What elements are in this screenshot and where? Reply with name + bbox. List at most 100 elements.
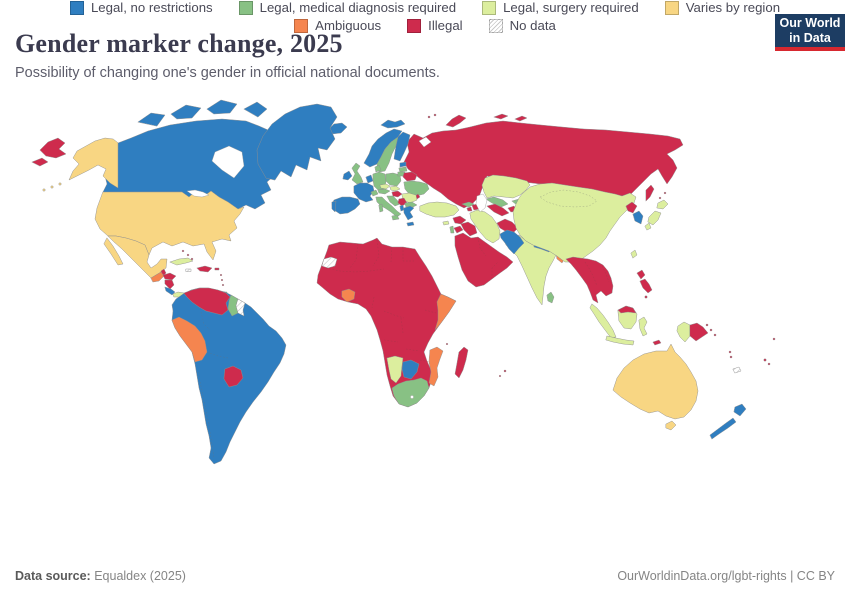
country-mexico[interactable] (107, 235, 168, 279)
country-japan-honshu[interactable] (647, 210, 662, 226)
country-indonesia-west-papua[interactable] (676, 321, 691, 343)
country-iran[interactable] (469, 209, 501, 244)
country-jordan[interactable] (453, 225, 464, 234)
country-bahamas-3[interactable] (190, 257, 194, 261)
country-afghanistan[interactable] (496, 218, 519, 235)
country-vanuatu-1[interactable] (728, 350, 732, 354)
country-north-korea[interactable] (625, 201, 638, 214)
country-russia-franz-josef2[interactable] (433, 113, 437, 117)
country-belarus[interactable] (402, 171, 418, 182)
country-austria[interactable] (377, 188, 391, 195)
country-cote-divoire[interactable] (341, 288, 356, 303)
country-switzerland[interactable] (370, 189, 379, 197)
country-namibia[interactable] (386, 355, 404, 384)
country-estonia[interactable] (399, 161, 407, 168)
country-botswana[interactable] (401, 359, 420, 380)
country-canada-arctic-4[interactable] (243, 101, 268, 118)
country-taiwan[interactable] (630, 249, 638, 259)
country-italy-sicily[interactable] (391, 214, 400, 221)
country-puerto-rico[interactable] (214, 267, 220, 271)
country-greece-crete[interactable] (406, 221, 415, 227)
country-western-sahara[interactable] (321, 256, 338, 269)
country-mozambique[interactable] (428, 346, 444, 387)
country-somalia[interactable] (434, 293, 457, 331)
country-usa-aleutians-2[interactable] (50, 185, 54, 189)
country-lesotho[interactable] (410, 395, 414, 399)
country-new-caledonia[interactable] (732, 366, 742, 374)
country-usa[interactable] (94, 190, 245, 261)
country-russia-kurils[interactable] (658, 196, 662, 200)
country-usa-aleutians-3[interactable] (42, 188, 46, 192)
country-china[interactable] (512, 182, 637, 263)
country-portugal[interactable] (331, 200, 337, 213)
country-suriname[interactable] (235, 298, 246, 317)
country-madagascar[interactable] (454, 346, 469, 379)
country-syria[interactable] (452, 215, 467, 225)
country-sri-lanka[interactable] (546, 291, 555, 304)
credit-link[interactable]: OurWorldinData.org/lgbt-rights | CC BY (617, 569, 835, 583)
country-antilles-3[interactable] (221, 283, 225, 287)
country-philippines-south[interactable] (639, 278, 653, 294)
country-cuba[interactable] (169, 257, 194, 266)
country-usa-aleutians-1[interactable] (58, 182, 62, 186)
country-canada-arctic-2[interactable] (170, 104, 202, 120)
country-papua-new-guinea[interactable] (689, 322, 709, 342)
country-new-zealand-south[interactable] (709, 417, 737, 440)
country-armenia[interactable] (466, 206, 473, 212)
country-russia-kurils2[interactable] (663, 191, 667, 195)
country-svalbard[interactable] (380, 119, 406, 129)
country-france[interactable] (353, 182, 375, 203)
country-denmark[interactable] (374, 164, 382, 173)
country-turkey[interactable] (419, 201, 460, 218)
country-mauritius[interactable] (503, 369, 507, 373)
country-iraq[interactable] (460, 221, 478, 237)
country-fiji-2[interactable] (767, 362, 771, 366)
country-hungary[interactable] (391, 190, 403, 198)
region-mainland-southeast-asia[interactable] (565, 256, 614, 304)
country-russia-franz-josef[interactable] (427, 115, 431, 119)
country-solomon-3[interactable] (713, 333, 717, 337)
country-united-kingdom[interactable] (351, 162, 364, 185)
country-russia-novaya-zemlya[interactable] (445, 114, 467, 128)
country-antilles-2[interactable] (220, 278, 224, 282)
country-usa-alaska[interactable] (68, 137, 119, 189)
country-kazakhstan[interactable] (481, 174, 531, 199)
legend-item-ambiguous[interactable]: Ambiguous (294, 18, 381, 33)
country-indonesia-java[interactable] (605, 335, 635, 346)
country-south-korea[interactable] (632, 210, 644, 225)
country-reunion[interactable] (498, 374, 502, 378)
country-vanuatu-2[interactable] (729, 355, 733, 359)
legend-item-nodata[interactable]: No data (488, 18, 556, 33)
country-canada-arctic-1[interactable] (137, 112, 166, 127)
country-poland[interactable] (385, 172, 402, 187)
country-philippines-mindanao[interactable] (644, 295, 648, 299)
country-netherlands-belgium[interactable] (365, 174, 374, 184)
country-peru[interactable] (171, 316, 208, 363)
country-czechia[interactable] (379, 183, 391, 190)
country-solomon-2[interactable] (709, 328, 713, 332)
legend-item-illegal[interactable]: Illegal (407, 18, 463, 33)
country-pakistan[interactable] (499, 229, 525, 255)
country-canada-arctic-3[interactable] (206, 99, 238, 115)
country-slovakia[interactable] (389, 185, 401, 192)
country-bahamas-2[interactable] (186, 253, 190, 257)
country-ireland[interactable] (342, 170, 353, 181)
country-mexico-baja[interactable] (103, 237, 124, 266)
country-new-zealand-north[interactable] (733, 403, 747, 417)
country-fiji-1[interactable] (763, 358, 767, 362)
legend-item-varies[interactable]: Varies by region (664, 0, 780, 15)
legend-item-surgery[interactable]: Legal, surgery required (482, 0, 639, 15)
country-australia-tasmania[interactable] (665, 420, 677, 431)
country-australia[interactable] (612, 343, 699, 420)
country-serbia[interactable] (397, 197, 408, 207)
country-indonesia-sumatra[interactable] (589, 303, 617, 339)
country-malaysia-borneo[interactable] (617, 305, 637, 314)
country-russia-chukotka-west[interactable] (39, 137, 67, 159)
country-antilles-1[interactable] (219, 273, 223, 277)
country-georgia[interactable] (461, 201, 475, 208)
country-jamaica[interactable] (185, 268, 192, 272)
country-samoa[interactable] (772, 337, 776, 341)
country-costa-rica[interactable] (164, 286, 176, 296)
legend-item-legal[interactable]: Legal, no restrictions (69, 0, 213, 15)
country-timor[interactable] (652, 339, 662, 346)
